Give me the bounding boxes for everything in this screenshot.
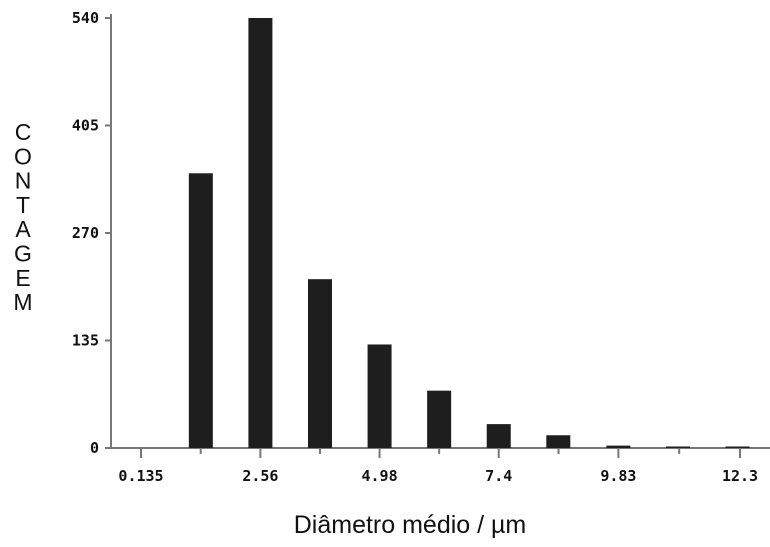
y-axis-title-letter: E (15, 265, 30, 291)
y-tick-label: 405 (72, 117, 99, 135)
bar (665, 446, 690, 448)
y-tick-label: 270 (72, 224, 99, 242)
y-axis-title-letter: C (15, 119, 32, 145)
y-axis-title-letter: G (14, 241, 32, 267)
bar (546, 435, 571, 448)
bar (188, 173, 213, 448)
bar (725, 446, 750, 448)
y-tick-labels: 0 135 270 405 540 (72, 9, 99, 457)
x-tick-label: 9.83 (600, 467, 636, 485)
y-tick-label: 540 (72, 9, 99, 27)
x-tick-label: 0.135 (118, 467, 163, 485)
y-axis-title-letter: A (15, 216, 31, 242)
x-tick-label: 7.4 (485, 467, 512, 485)
bar (307, 279, 332, 448)
x-tick-label: 4.98 (362, 467, 398, 485)
x-tick-label: 2.56 (242, 467, 278, 485)
y-axis-title-letter: N (15, 168, 32, 194)
bar (606, 445, 631, 448)
x-tick-label: 12.3 (722, 467, 758, 485)
axes (105, 14, 770, 458)
y-axis-title-letter: O (14, 143, 32, 169)
x-tick-labels: 0.135 2.56 4.98 7.4 9.83 12.3 (118, 467, 758, 485)
bar (486, 424, 511, 448)
bars (188, 18, 750, 448)
y-tick-label: 135 (72, 332, 99, 350)
bar (367, 344, 392, 448)
x-axis-title: Diâmetro médio / µm (294, 511, 527, 539)
y-axis-title-letter: M (13, 289, 32, 315)
y-axis-title-letter: T (16, 192, 30, 218)
bar (427, 390, 452, 448)
bar (248, 18, 273, 448)
y-tick-label: 0 (90, 439, 99, 457)
